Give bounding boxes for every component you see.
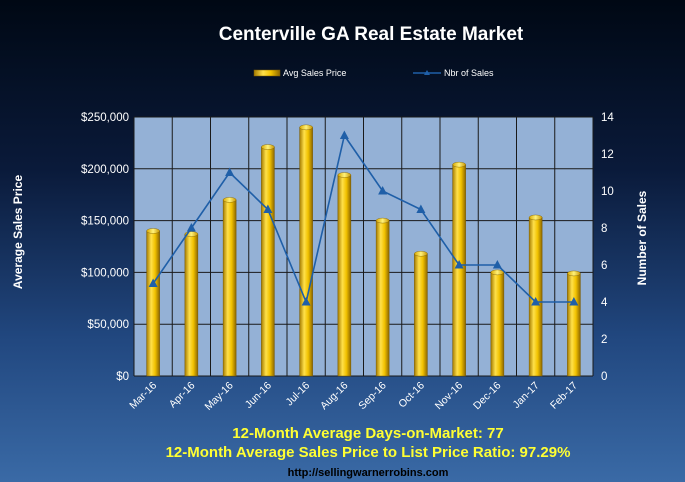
footer-days-on-market: 12-Month Average Days-on-Market: 77 — [232, 425, 503, 442]
bar-top — [567, 270, 581, 277]
left-tick-label: $0 — [116, 371, 129, 383]
sales-point — [339, 130, 349, 139]
bar-top — [299, 124, 313, 131]
bar-top — [146, 228, 160, 234]
footer-sales-to-list-ratio: 12-Month Average Sales Price to List Pri… — [166, 444, 571, 461]
x-tick-label: Jun-16 — [243, 380, 274, 411]
sales-point — [301, 297, 311, 306]
bar — [261, 146, 275, 377]
gridlines — [133, 116, 594, 377]
bar — [414, 253, 428, 377]
x-tick-label: Apr-16 — [167, 380, 198, 411]
bar-top — [337, 172, 352, 178]
right-axis-title: Number of Sales — [635, 190, 649, 285]
left-tick-label: $250,000 — [81, 112, 129, 124]
bar — [375, 220, 390, 377]
x-tick-label: Nov-16 — [433, 380, 466, 413]
x-tick-label: Mar-16 — [127, 380, 159, 412]
bar-top — [375, 217, 390, 224]
x-tick-label: Aug-16 — [318, 380, 351, 413]
right-tick-label: 10 — [601, 186, 614, 198]
x-tick-label: Sep-16 — [356, 380, 389, 413]
bar-top — [222, 197, 237, 203]
right-tick-label: 4 — [601, 297, 608, 309]
sales-line-path — [152, 133, 574, 305]
left-tick-label: $50,000 — [87, 319, 129, 331]
bar-top — [452, 161, 466, 168]
sales-point — [569, 297, 579, 306]
bar — [299, 127, 313, 377]
x-tick-label: Jan-17 — [511, 380, 542, 411]
bar — [222, 199, 237, 377]
x-axis-ticks: Mar-16 Apr-16 May-16 Jun-16 Jul-16 Aug-16 Sep-… — [127, 380, 580, 413]
bar-top — [528, 214, 543, 221]
legend: Avg Sales Price Nbr of Sales — [253, 68, 494, 78]
bars — [146, 124, 581, 377]
left-tick-label: $100,000 — [81, 267, 129, 279]
legend-label-nbr-of-sales: Nbr of Sales — [444, 68, 494, 78]
sales-point — [186, 223, 196, 232]
x-tick-label: May-16 — [203, 380, 236, 413]
right-tick-label: 12 — [601, 149, 614, 161]
legend-marker-nbr-of-sales — [424, 70, 430, 75]
x-tick-label: Feb-17 — [548, 380, 580, 412]
bar — [490, 272, 505, 377]
footer-url: http://sellingwarnerrobins.com — [288, 467, 449, 479]
left-tick-label: $150,000 — [81, 216, 129, 228]
bar-top — [490, 269, 505, 276]
legend-label-avg-sales-price: Avg Sales Price — [283, 68, 346, 78]
right-tick-label: 6 — [601, 260, 607, 272]
sales-point — [492, 260, 502, 269]
x-tick-label: Jul-16 — [284, 380, 313, 409]
bar — [567, 273, 581, 377]
right-tick-label: 2 — [601, 334, 607, 346]
sales-point — [148, 278, 158, 287]
bar-top — [261, 144, 275, 150]
sales-point — [263, 204, 273, 213]
bar — [146, 230, 160, 377]
sales-point — [378, 186, 388, 195]
right-axis-ticks: 0 2 4 6 8 10 12 14 — [601, 112, 614, 383]
x-tick-label: Oct-16 — [396, 380, 427, 411]
sales-point — [225, 167, 235, 176]
left-axis-ticks: $0 $50,000 $100,000 $150,000 $200,000 $250,00… — [81, 112, 129, 383]
nbr-of-sales-line — [148, 130, 579, 306]
sales-point — [416, 204, 426, 213]
bar-top — [414, 251, 428, 257]
chart-title: Centerville GA Real Estate Market — [219, 24, 524, 45]
bar — [452, 164, 466, 377]
bar — [184, 233, 199, 377]
legend-swatch-avg-sales-price — [253, 69, 281, 77]
bar — [337, 174, 352, 377]
left-axis-title: Average Sales Price — [11, 175, 25, 290]
right-tick-label: 8 — [601, 223, 607, 235]
left-tick-label: $200,000 — [81, 164, 129, 176]
right-tick-label: 14 — [601, 112, 614, 124]
right-tick-label: 0 — [601, 371, 607, 383]
sales-point — [454, 260, 464, 269]
sales-point — [531, 297, 541, 306]
x-tick-label: Dec-16 — [471, 380, 504, 413]
